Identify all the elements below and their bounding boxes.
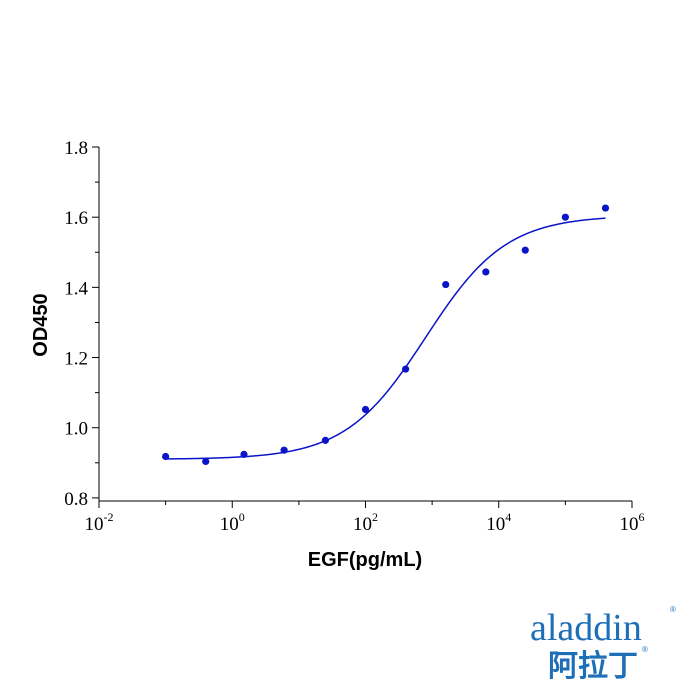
data-points [162, 204, 610, 466]
y-axis-label: OD450 [30, 293, 52, 356]
data-point [321, 436, 329, 444]
x-tick-label: 104 [486, 510, 511, 535]
x-tick-label: 100 [220, 510, 245, 535]
logo-wordmark: aladdin [530, 607, 642, 649]
y-tick-label: 0.8 [64, 489, 88, 510]
y-axis-ticks: 0.8 1.0 1.2 1.4 1.6 1.8 [64, 138, 99, 510]
y-tick-label: 1.2 [64, 349, 88, 370]
x-tick-label: 10-2 [85, 510, 114, 535]
data-point [162, 452, 170, 461]
data-point [361, 405, 370, 414]
y-tick-label: 1.4 [64, 278, 88, 299]
data-point [521, 246, 529, 254]
data-point [402, 365, 410, 373]
data-point [482, 268, 490, 276]
data-point [280, 446, 288, 454]
x-tick-label: 106 [620, 510, 645, 535]
logo-registered-mark-cn: ® [642, 645, 648, 654]
x-axis-ticks: 10-2 100 102 104 106 [85, 501, 645, 535]
data-point [202, 457, 210, 466]
x-axis-label: EGF(pg/mL) [308, 549, 422, 571]
fit-curve [165, 217, 606, 460]
logo-registered-mark: ® [670, 605, 676, 614]
data-point [561, 213, 569, 221]
logo-chinese: 阿拉丁 [548, 649, 638, 684]
y-tick-label: 1.6 [64, 208, 88, 229]
data-point [240, 450, 248, 458]
aladdin-logo: aladdin ® 阿拉丁 ® [530, 605, 676, 684]
data-point [442, 280, 450, 289]
chart-axes [98, 147, 632, 502]
x-tick-label: 102 [353, 510, 378, 535]
y-tick-label: 1.8 [64, 138, 88, 159]
data-point [601, 204, 610, 212]
y-tick-label: 1.0 [64, 419, 88, 440]
